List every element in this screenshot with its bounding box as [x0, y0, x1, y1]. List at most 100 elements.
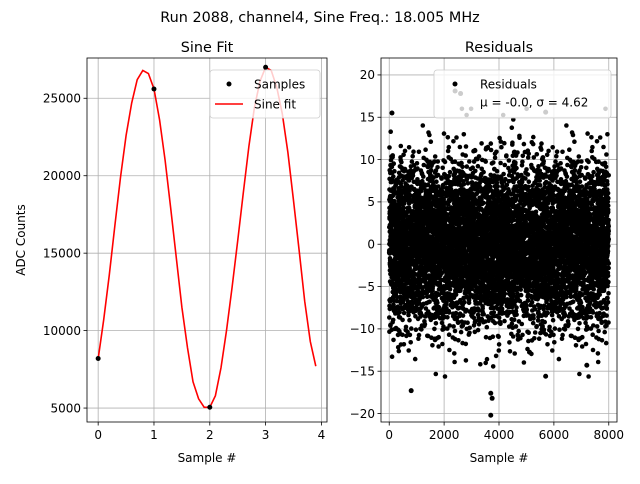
residual-point	[491, 160, 496, 165]
residual-point	[467, 331, 472, 336]
sine-fit-legend-label: Sine fit	[254, 98, 296, 112]
residual-point	[452, 360, 457, 365]
residual-point	[427, 299, 432, 304]
residual-point	[516, 329, 521, 334]
residual-point	[497, 348, 502, 353]
residual-point	[461, 313, 466, 318]
residual-point	[480, 306, 485, 311]
residual-point	[433, 154, 438, 159]
residual-point	[464, 144, 469, 149]
residual-point	[462, 300, 467, 305]
residual-point	[430, 343, 435, 348]
sine-fit-ylabel: ADC Counts	[14, 204, 28, 276]
residual-point	[446, 135, 451, 140]
residual-point	[451, 324, 456, 329]
residual-point	[400, 333, 405, 338]
residual-point	[477, 154, 482, 159]
residual-point	[467, 298, 472, 303]
residual-point	[408, 340, 413, 345]
residual-point	[522, 142, 527, 147]
residual-point	[448, 287, 453, 292]
residual-point	[390, 354, 395, 359]
residual-point	[515, 150, 520, 155]
residual-point	[495, 169, 500, 174]
residual-point	[397, 349, 402, 354]
residual-point	[493, 156, 498, 161]
residual-point	[481, 170, 486, 175]
sample-point	[151, 86, 156, 91]
residual-point	[447, 323, 452, 328]
residual-point	[496, 334, 501, 339]
sample-point	[96, 356, 101, 361]
residual-point	[517, 135, 522, 140]
residual-point	[494, 150, 499, 155]
residual-point	[421, 174, 426, 179]
residual-point	[513, 160, 518, 165]
residual-point	[429, 139, 434, 144]
residual-point	[507, 158, 512, 163]
residual-point	[440, 166, 445, 171]
residual-point	[463, 153, 468, 158]
residual-point	[520, 160, 525, 165]
residual-point	[522, 360, 527, 365]
residual-point	[447, 310, 452, 315]
residual-point	[465, 164, 470, 169]
residual-point	[489, 141, 494, 146]
sine-fit-y-tick-label: 20000	[43, 169, 81, 183]
residual-point	[442, 131, 447, 136]
residual-point	[489, 148, 494, 153]
residual-point	[498, 161, 503, 166]
residual-point	[460, 165, 465, 170]
sine-fit-x-tick-label: 4	[318, 428, 326, 442]
sine-fit-x-tick-label: 3	[262, 428, 270, 442]
residual-point	[483, 159, 488, 164]
residual-point	[391, 174, 396, 179]
residual-point	[520, 180, 525, 185]
residual-point	[494, 354, 499, 359]
residual-point	[476, 164, 481, 169]
residual-point	[411, 149, 416, 154]
residual-point	[407, 145, 412, 150]
residual-point	[495, 184, 500, 189]
residual-point	[403, 149, 408, 154]
residual-point	[473, 169, 478, 174]
residual-point	[434, 179, 439, 184]
residual-point	[417, 150, 422, 155]
residual-point	[481, 201, 486, 206]
residual-point	[423, 322, 428, 327]
residual-point	[436, 344, 441, 349]
residual-point	[491, 364, 496, 369]
residual-point	[464, 342, 469, 347]
sine-fit-legend: Samples Sine fit	[210, 70, 320, 118]
residual-point	[447, 145, 452, 150]
residual-point	[514, 324, 519, 329]
residual-point	[447, 332, 452, 337]
residual-point	[510, 140, 515, 145]
residual-point	[497, 342, 502, 347]
residual-point	[493, 321, 498, 326]
residual-point	[504, 153, 509, 158]
residual-point	[467, 159, 472, 164]
residual-point	[491, 334, 496, 339]
residual-point	[510, 125, 515, 130]
residual-point	[452, 351, 457, 356]
residual-point	[415, 161, 420, 166]
residual-point	[436, 335, 441, 340]
residual-point	[456, 338, 461, 343]
residual-point	[473, 148, 478, 153]
residual-point	[435, 300, 440, 305]
sine-fit-x-tick-label: 0	[94, 428, 102, 442]
residual-point	[427, 133, 432, 138]
residual-point	[423, 147, 428, 152]
residual-point	[445, 315, 450, 320]
residual-point	[508, 349, 513, 354]
residual-point	[503, 291, 508, 296]
residual-point	[507, 340, 512, 345]
residual-point	[485, 357, 490, 362]
residual-point	[453, 329, 458, 334]
residual-point	[478, 362, 483, 367]
residual-point	[479, 141, 484, 146]
